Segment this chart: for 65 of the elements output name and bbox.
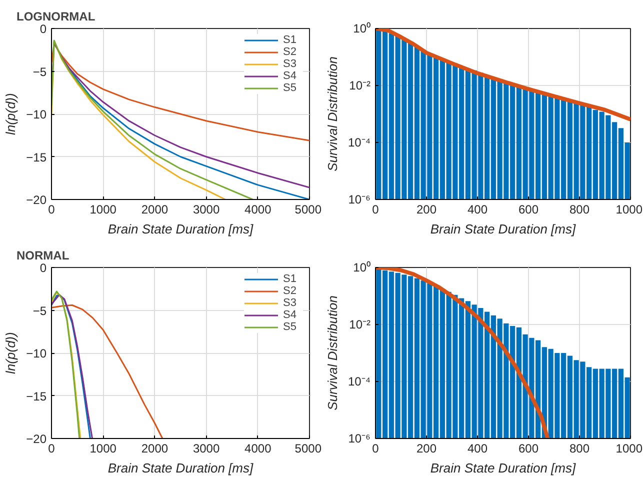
- y-tick-label: −10: [26, 346, 47, 360]
- chart-title: LOGNORMAL: [16, 10, 96, 24]
- legend-label: S3: [283, 297, 298, 309]
- legend-label: S5: [283, 82, 298, 94]
- y-tick-label: 0: [40, 261, 47, 275]
- x-tick-label: 5000: [294, 442, 322, 456]
- legend-label: S2: [283, 285, 298, 297]
- y-tick-label: −5: [32, 304, 47, 318]
- y-tick-label: 10⁻⁶: [348, 432, 371, 446]
- legend-label: S1: [283, 34, 298, 46]
- x-tick-label: 1000: [90, 442, 117, 456]
- x-axis-title: Brain State Duration [ms]: [108, 460, 254, 476]
- y-tick-label: −10: [26, 108, 47, 122]
- y-tick-label: 10⁰: [353, 22, 371, 36]
- legend-label: S4: [283, 309, 298, 321]
- line-series: [52, 304, 164, 438]
- x-tick-label: 1000: [90, 202, 117, 216]
- y-axis-title: Survival Distribution: [324, 296, 340, 410]
- x-tick-label: 1000: [616, 442, 643, 456]
- legend-label: S4: [283, 70, 298, 82]
- x-tick-label: 0: [372, 202, 380, 216]
- y-tick-label: −20: [26, 432, 47, 446]
- x-tick-label: 4000: [244, 442, 272, 456]
- x-tick-label: 200: [416, 202, 437, 216]
- x-tick-label: 0: [48, 442, 56, 456]
- x-tick-label: 5000: [294, 202, 322, 216]
- x-tick-label: 400: [467, 202, 488, 216]
- legend-label: S3: [283, 58, 298, 70]
- x-tick-label: 3000: [192, 442, 220, 456]
- x-tick-label: 0: [372, 442, 380, 456]
- x-tick-label: 3000: [192, 202, 220, 216]
- y-tick-label: −15: [26, 150, 47, 164]
- y-tick-label: −20: [26, 193, 47, 207]
- x-tick-label: 800: [569, 442, 590, 456]
- x-tick-label: 400: [467, 442, 488, 456]
- y-tick-label: 10⁻²: [349, 78, 371, 92]
- y-tick-label: 10⁻⁴: [348, 136, 371, 150]
- x-tick-label: 1000: [616, 202, 643, 216]
- x-tick-label: 2000: [141, 202, 168, 216]
- y-tick-label: 10⁰: [353, 260, 371, 274]
- y-tick-label: −15: [26, 389, 47, 404]
- x-axis-title: Brain State Duration [ms]: [108, 222, 254, 236]
- y-tick-label: −5: [32, 64, 47, 79]
- x-axis-title: Brain State Duration [ms]: [430, 222, 576, 236]
- x-tick-label: 600: [518, 202, 539, 216]
- y-axis-title: ln(p(d)): [3, 93, 18, 135]
- chart-title: NORMAL: [16, 248, 70, 262]
- x-axis-title: Brain State Duration [ms]: [430, 460, 576, 476]
- x-tick-label: 800: [569, 202, 590, 216]
- legend-label: S5: [283, 321, 298, 333]
- y-tick-label: 10⁻⁶: [348, 192, 371, 206]
- y-tick-label: 10⁻²: [349, 318, 371, 332]
- y-axis-title: ln(p(d)): [3, 332, 18, 374]
- x-tick-label: 4000: [244, 202, 272, 216]
- line-series: [52, 43, 310, 142]
- y-tick-label: 10⁻⁴: [348, 374, 371, 388]
- y-axis-title: Survival Distribution: [324, 56, 340, 172]
- x-tick-label: 2000: [141, 442, 168, 456]
- line-series: [376, 28, 630, 122]
- y-tick-label: 0: [40, 22, 47, 36]
- x-tick-label: 600: [518, 442, 539, 456]
- legend-label: S2: [283, 46, 298, 58]
- legend-label: S1: [283, 273, 298, 285]
- x-tick-label: 200: [416, 442, 437, 456]
- x-tick-label: 0: [48, 202, 56, 216]
